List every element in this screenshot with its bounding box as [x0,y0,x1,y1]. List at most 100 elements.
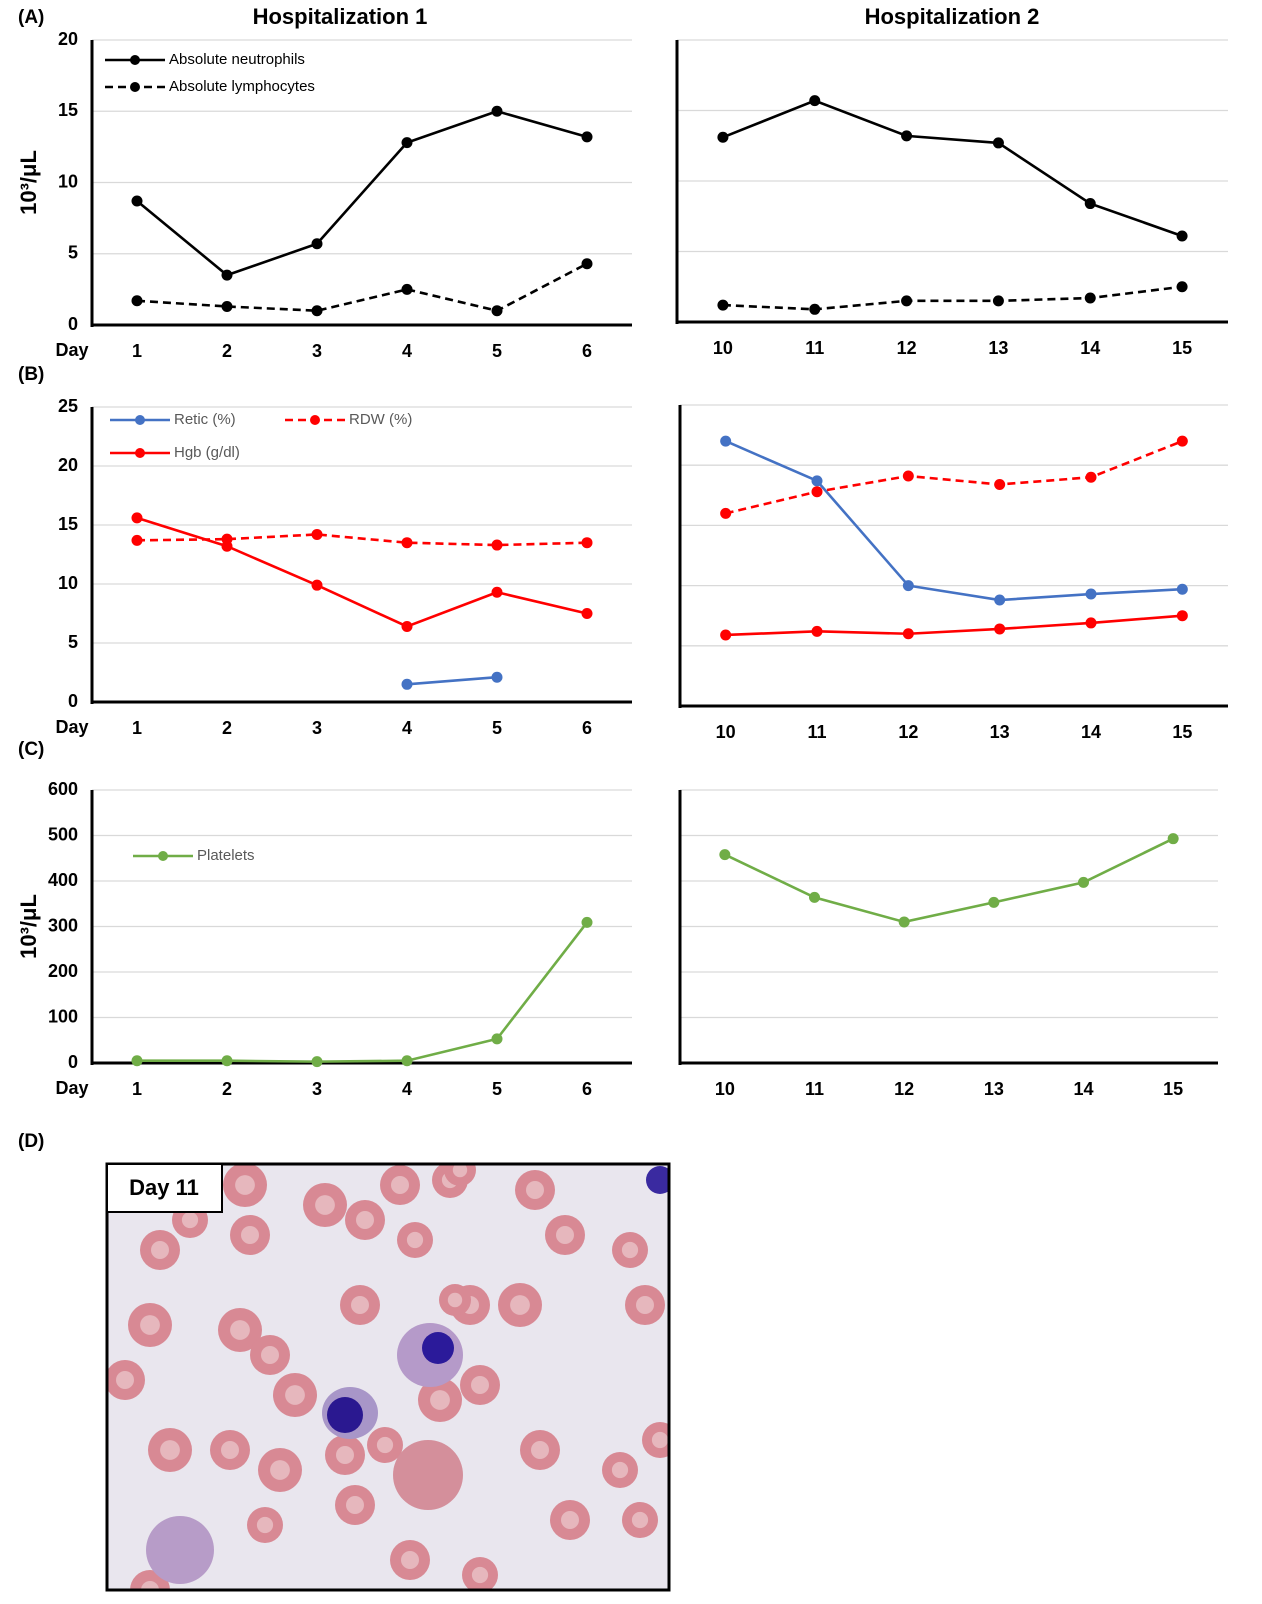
x-tick-label: 5 [492,1079,502,1099]
x-axis-label: Day [55,717,88,737]
x-tick-label: 10 [713,338,733,358]
x-tick-label: 12 [894,1079,914,1099]
x-tick-label: 5 [492,718,502,738]
legend-marker [135,415,145,425]
x-tick-label: 10 [716,722,736,742]
data-point [993,295,1004,306]
y-tick-label: 600 [48,779,78,799]
series-line [137,922,587,1061]
x-tick-label: 13 [984,1079,1004,1099]
y-tick-label: 25 [58,396,78,416]
data-point [402,1055,413,1066]
x-tick-label: 1 [132,718,142,738]
x-axis-label: Day [55,340,88,360]
data-point [809,304,820,315]
data-point [222,541,233,552]
data-point [1168,833,1179,844]
data-point [312,238,323,249]
data-point [492,587,503,598]
legend-marker [130,82,140,92]
pale-cell [146,1516,214,1584]
series-line [137,264,587,311]
data-point [903,471,914,482]
red-cell-center [182,1212,198,1228]
panel-label: (A) [18,7,44,28]
red-cell-center [556,1226,574,1244]
red-cell-center [510,1295,530,1315]
data-point [720,508,731,519]
data-point [812,475,823,486]
data-point [1177,436,1188,447]
x-tick-label: 3 [312,341,322,361]
data-point [809,95,820,106]
x-tick-label: 2 [222,341,232,361]
y-tick-label: 0 [68,314,78,334]
y-axis-label: 10³/μL [16,150,41,215]
x-tick-label: 2 [222,718,232,738]
red-cell-center [285,1385,305,1405]
legend-label: Hgb (g/dl) [174,444,240,461]
data-point [402,284,413,295]
data-point [312,1056,323,1067]
red-cell-center [652,1432,668,1448]
red-cell-center [391,1176,409,1194]
series-line [723,101,1182,236]
red-cell-center [351,1296,369,1314]
series-line [137,518,587,627]
red-cell-center [430,1390,450,1410]
series-line [725,839,1173,922]
series-line [726,441,1183,513]
data-point [222,301,233,312]
red-cell-center [241,1226,259,1244]
y-tick-label: 5 [68,632,78,652]
lymph-nucleus [422,1332,454,1364]
data-point [994,479,1005,490]
data-point [988,897,999,908]
red-cell-center [622,1242,638,1258]
data-point [717,300,728,311]
data-point [402,621,413,632]
data-point [1086,617,1097,628]
y-tick-label: 5 [68,243,78,263]
data-point [1085,198,1096,209]
series-line [723,287,1182,310]
data-point [402,679,413,690]
x-tick-label: 3 [312,718,322,738]
x-tick-label: 4 [402,1079,412,1099]
y-tick-label: 200 [48,961,78,981]
data-point [994,595,1005,606]
x-tick-label: 3 [312,1079,322,1099]
y-tick-label: 100 [48,1006,78,1026]
red-cell-center [160,1440,180,1460]
red-cell-center [526,1181,544,1199]
y-tick-label: 20 [58,29,78,49]
x-tick-label: 5 [492,341,502,361]
data-point [132,295,143,306]
red-cell-center [531,1441,549,1459]
y-tick-label: 400 [48,870,78,890]
panel-label: (D) [18,1131,44,1152]
x-tick-label: 15 [1172,338,1192,358]
x-tick-label: 1 [132,1079,142,1099]
y-tick-label: 0 [68,691,78,711]
x-tick-label: 11 [807,722,826,742]
data-point [222,270,233,281]
red-cell-center [151,1241,169,1259]
x-tick-label: 4 [402,718,412,738]
data-point [1086,472,1097,483]
red-cell-center [448,1293,462,1307]
y-tick-label: 15 [58,100,78,120]
data-point [132,512,143,523]
red-cell-center [346,1496,364,1514]
data-point [809,892,820,903]
red-cell-center [270,1460,290,1480]
red-cell-center [336,1446,354,1464]
legend-marker [135,448,145,458]
x-tick-label: 6 [582,341,592,361]
y-tick-label: 15 [58,514,78,534]
data-point [1177,610,1188,621]
legend-marker [130,55,140,65]
lymph-nucleus [327,1397,363,1433]
data-point [717,132,728,143]
data-point [492,540,503,551]
